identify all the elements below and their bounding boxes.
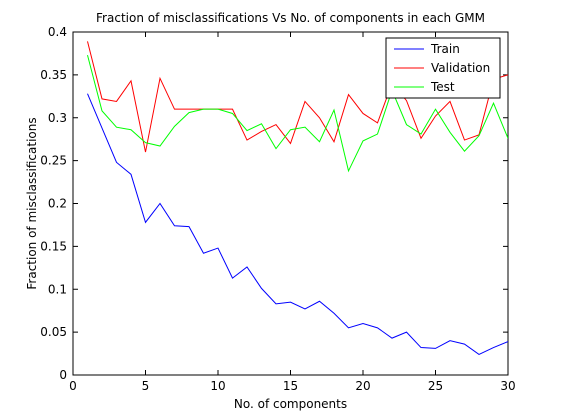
y-tick-label: 0.3 bbox=[48, 111, 67, 125]
legend-label-train: Train bbox=[430, 42, 460, 56]
y-tick-label: 0.25 bbox=[40, 154, 67, 168]
x-axis-ticks: 0 5 10 15 20 25 30 bbox=[69, 32, 516, 393]
x-tick-label: 10 bbox=[210, 379, 225, 393]
series-line-test bbox=[87, 55, 508, 173]
y-axis-ticks: 0 0.05 0.1 0.15 0.2 0.25 0.3 0.35 0.4 bbox=[40, 25, 508, 382]
legend: Train Validation Test bbox=[385, 37, 501, 99]
y-tick-label: 0.1 bbox=[48, 282, 67, 296]
legend-label-test: Test bbox=[430, 80, 455, 94]
x-tick-label: 25 bbox=[428, 379, 443, 393]
y-tick-label: 0.35 bbox=[40, 68, 67, 82]
x-tick-label: 20 bbox=[355, 379, 370, 393]
legend-label-validation: Validation bbox=[431, 61, 490, 75]
y-tick-label: 0.05 bbox=[40, 325, 67, 339]
x-tick-label: 5 bbox=[142, 379, 150, 393]
y-tick-label: 0.15 bbox=[40, 239, 67, 253]
y-tick-label: 0.2 bbox=[48, 197, 67, 211]
x-tick-label: 15 bbox=[283, 379, 298, 393]
y-tick-label: 0 bbox=[59, 368, 67, 382]
series-line-train bbox=[87, 93, 508, 355]
x-tick-label: 0 bbox=[69, 379, 77, 393]
chart-title: Fraction of misclassifications Vs No. of… bbox=[96, 11, 485, 25]
y-tick-label: 0.4 bbox=[48, 25, 67, 39]
x-axis-label: No. of components bbox=[234, 397, 347, 411]
y-axis-label: Fraction of misclassifications bbox=[25, 117, 39, 289]
x-tick-label: 30 bbox=[500, 379, 515, 393]
series-lines bbox=[87, 41, 508, 355]
